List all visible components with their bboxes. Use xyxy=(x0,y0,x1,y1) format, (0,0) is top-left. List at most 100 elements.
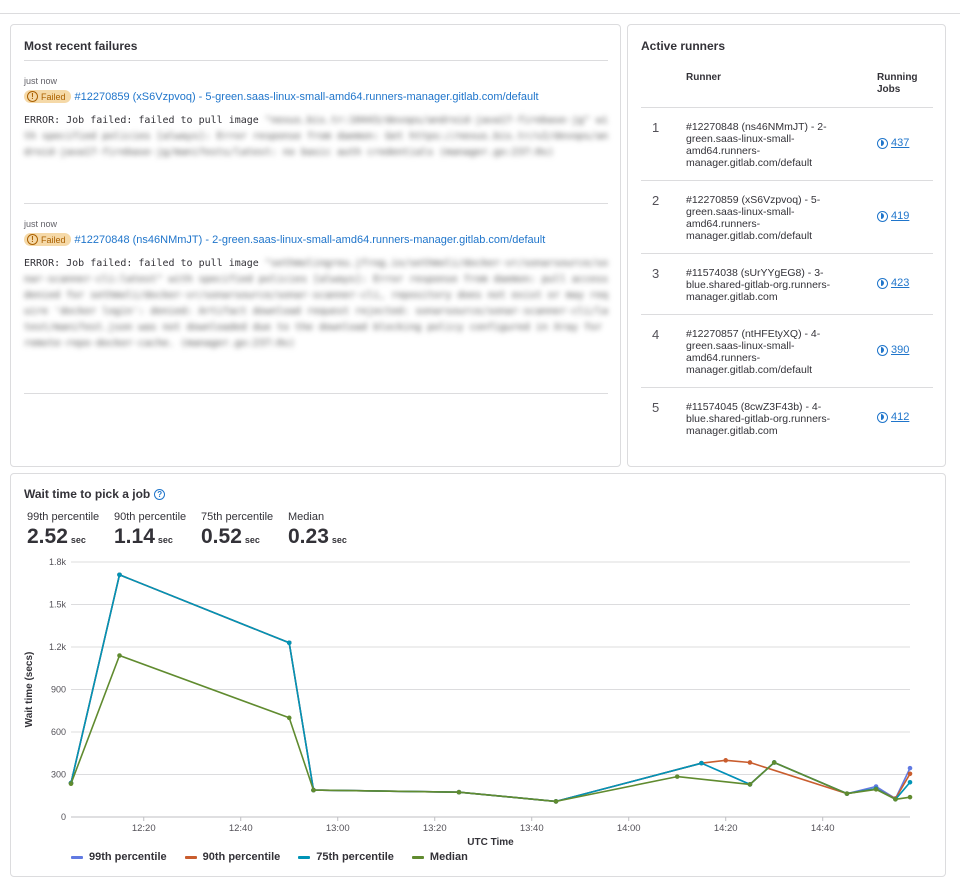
data-point xyxy=(907,779,913,785)
runner-name: #11574045 (8cwZ3F43b) - 4-blue.shared-gi… xyxy=(686,401,831,437)
running-jobs-count: 437 xyxy=(891,137,910,149)
error-details-blurred: "nexus.bis.tr:10443/devops/android-java1… xyxy=(24,115,609,158)
x-tick-label: 14:40 xyxy=(811,823,835,834)
error-message: ERROR: Job failed: failed to pull image … xyxy=(24,256,608,352)
error-text: ERROR: Job failed: failed to pull image xyxy=(24,258,259,269)
runner-row: 2 #12270859 (xS6Vzpvoq) - 5-green.saas-l… xyxy=(641,180,933,253)
y-tick-label: 1.2k xyxy=(49,642,67,652)
status-running-icon xyxy=(877,137,888,149)
stat-90th: 90th percentile 1.14 sec xyxy=(114,511,186,549)
badge-label: Failed xyxy=(41,91,66,102)
runner-row: 1 #12270848 (ns46NMmJT) - 2-green.saas-l… xyxy=(641,107,933,180)
legend-item[interactable]: 90th percentile xyxy=(184,851,281,863)
legend-swatch xyxy=(71,855,83,859)
running-jobs-link[interactable]: 423 xyxy=(877,277,909,289)
question-circle-icon[interactable]: ? xyxy=(154,488,166,500)
exclamation-icon: ! xyxy=(27,234,38,245)
runners-title: Active runners xyxy=(641,39,726,53)
failure-time: just now xyxy=(24,219,58,229)
failure-header: ! Failed #12270859 (xS6Vzpvoq) - 5-green.… xyxy=(24,90,608,103)
runner-row: 4 #12270857 (ntHFEtyXQ) - 4-green.saas-l… xyxy=(641,314,933,387)
stat-label: 90th percentile xyxy=(114,511,187,523)
running-jobs-count: 419 xyxy=(891,210,910,222)
failures-title: Most recent failures xyxy=(24,39,138,53)
y-tick-label: 1.5k xyxy=(49,600,67,610)
x-axis-label: UTC Time xyxy=(467,837,514,848)
data-point xyxy=(674,774,680,779)
runner-rank: 5 xyxy=(652,400,660,415)
y-tick-label: 300 xyxy=(51,770,66,780)
running-jobs-column-header: Running Jobs xyxy=(877,72,918,95)
legend-label: Median xyxy=(429,851,468,863)
runner-rank: 3 xyxy=(652,266,660,281)
data-point xyxy=(771,760,777,765)
runner-rank: 1 xyxy=(652,120,660,135)
wait-time-line-chart: 0 300 600 900 1.2k 1.5k 1.8k 12:20 12:40 13:00 13:… xyxy=(24,557,913,848)
failed-job-link[interactable]: #12270848 (ns46NMmJT) - 2-green.saas-lin… xyxy=(74,233,546,246)
failed-job-link[interactable]: #12270859 (xS6Vzpvoq) - 5-green.saas-lin… xyxy=(74,90,539,103)
x-tick-label: 12:40 xyxy=(229,823,253,834)
header-divider xyxy=(0,13,960,14)
y-tick-label: 600 xyxy=(51,727,66,737)
running-jobs-link[interactable]: 437 xyxy=(877,137,909,149)
failure-item: just now ! Failed #12270859 (xS6Vzpvoq) -… xyxy=(24,76,608,161)
failed-status-badge[interactable]: ! Failed xyxy=(24,90,71,103)
data-point xyxy=(117,653,122,658)
x-tick-label: 12:20 xyxy=(132,823,156,834)
x-tick-label: 14:20 xyxy=(714,823,738,834)
data-point xyxy=(68,781,74,787)
legend-swatch xyxy=(298,855,311,859)
chart-legend: 99th percentile 90th percentile 75th perce… xyxy=(71,851,486,863)
running-jobs-link[interactable]: 390 xyxy=(877,344,909,356)
y-axis-label: Wait time (secs) xyxy=(24,652,35,728)
stat-unit: sec xyxy=(157,535,173,545)
stat-unit: sec xyxy=(70,535,86,545)
data-point xyxy=(844,791,850,796)
running-jobs-link[interactable]: 412 xyxy=(877,411,909,423)
y-tick-label: 900 xyxy=(51,685,66,695)
failure-item: just now ! Failed #12270848 (ns46NMmJT) -… xyxy=(24,219,608,352)
legend-swatch xyxy=(184,855,197,859)
data-point xyxy=(286,640,292,646)
runner-name: #12270848 (ns46NMmJT) - 2-green.saas-lin… xyxy=(686,121,827,169)
runner-name: #12270857 (ntHFEtyXQ) - 4-green.saas-lin… xyxy=(686,328,821,376)
status-running-icon xyxy=(877,411,888,423)
legend-item[interactable]: 99th percentile xyxy=(71,851,167,863)
stat-label: 99th percentile xyxy=(27,511,100,523)
failed-status-badge[interactable]: ! Failed xyxy=(24,233,71,246)
most-recent-failures-card: Most recent failures just now ! Failed #1… xyxy=(10,24,621,467)
divider xyxy=(24,393,608,394)
running-jobs-count: 423 xyxy=(891,277,910,289)
x-tick-label: 13:40 xyxy=(520,823,544,834)
wait-time-title: Wait time to pick a job? xyxy=(24,487,166,501)
legend-label: 75th percentile xyxy=(316,851,394,863)
stat-value: 1.14 xyxy=(114,525,155,548)
running-jobs-link[interactable]: 419 xyxy=(877,210,909,222)
wait-time-card: Wait time to pick a job? 99th percentile… xyxy=(10,473,946,877)
status-running-icon xyxy=(877,277,888,289)
series-line xyxy=(70,654,911,803)
running-jobs-count: 390 xyxy=(891,344,910,356)
stat-median: Median 0.23 sec xyxy=(288,511,347,549)
stat-label: Median xyxy=(288,511,325,523)
data-point xyxy=(723,758,729,763)
y-tick-label: 0 xyxy=(61,812,66,822)
data-point xyxy=(286,715,292,721)
data-point xyxy=(117,572,122,578)
exclamation-icon: ! xyxy=(27,91,38,102)
data-point xyxy=(311,787,316,793)
legend-item[interactable]: 75th percentile xyxy=(298,851,394,863)
running-jobs-count: 412 xyxy=(891,411,910,423)
stat-label: 75th percentile xyxy=(201,511,274,523)
legend-item[interactable]: Median xyxy=(411,851,468,863)
divider xyxy=(24,60,608,61)
data-point xyxy=(699,760,704,766)
stat-99th: 99th percentile 2.52 sec xyxy=(27,511,99,549)
stat-value: 2.52 xyxy=(27,525,68,548)
badge-label: Failed xyxy=(41,234,66,245)
legend-label: 90th percentile xyxy=(202,851,281,863)
x-tick-label: 14:00 xyxy=(617,823,641,834)
data-point xyxy=(893,796,898,802)
x-tick-label: 13:20 xyxy=(423,823,447,834)
stat-unit: sec xyxy=(331,535,347,545)
